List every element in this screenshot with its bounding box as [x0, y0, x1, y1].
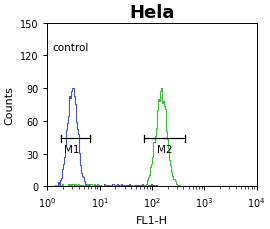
- Title: Hela: Hela: [129, 4, 175, 22]
- X-axis label: FL1-H: FL1-H: [136, 215, 168, 225]
- Text: M2: M2: [157, 144, 172, 154]
- Y-axis label: Counts: Counts: [4, 86, 14, 125]
- Text: M1: M1: [64, 144, 79, 154]
- Text: control: control: [52, 43, 89, 53]
